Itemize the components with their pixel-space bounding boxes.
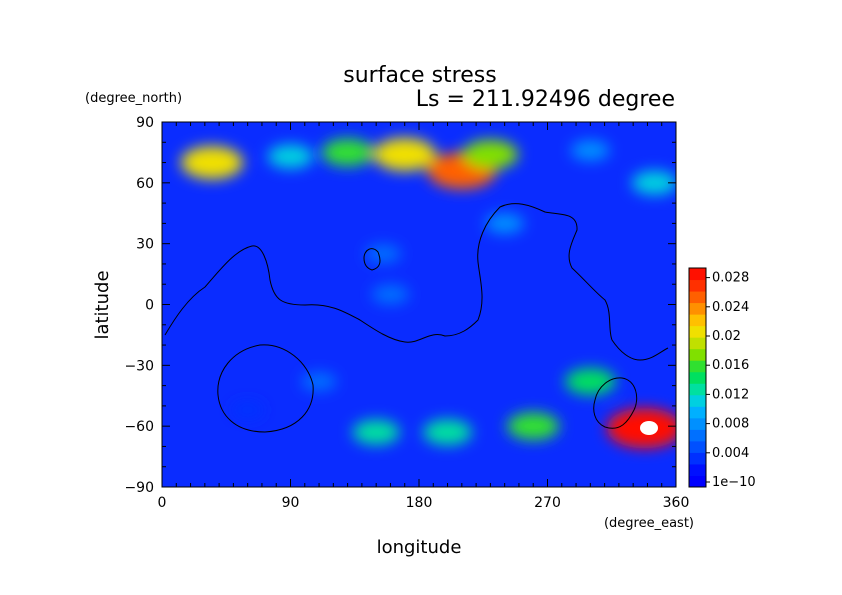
x-tick-label: 180	[406, 495, 433, 511]
x-unit-label: (degree_east)	[604, 516, 694, 531]
heatmap-peak-core	[640, 421, 658, 435]
colorbar-tick-label: 0.016	[712, 358, 749, 373]
heatmap-hotspot-5	[462, 139, 519, 170]
coastline-southwest-basin	[217, 344, 314, 433]
colorbar-band	[689, 314, 706, 327]
y-tick-label: 60	[136, 176, 154, 192]
colorbar-tick-label: 0.024	[712, 300, 749, 315]
y-tick-label: −60	[124, 419, 154, 435]
colorbar-band	[689, 325, 706, 338]
colorbar-tick-label: 0.004	[712, 446, 749, 461]
colorbar-band	[689, 302, 706, 315]
y-unit-label: (degree_north)	[85, 91, 182, 106]
colorbar-band	[689, 417, 706, 430]
colorbar-band	[689, 440, 706, 453]
colorbar: 1e−10 0.004 0.008 0.012 0.016 0.02 0.024 0.028	[688, 267, 756, 490]
x-tick-label: 270	[534, 495, 561, 511]
y-axis-label: latitude	[92, 270, 113, 339]
heatmap-hotspot-2	[321, 138, 374, 167]
colorbar-band	[689, 383, 706, 396]
coastline-small-island	[363, 248, 381, 271]
heatmap-hotspot-11	[565, 368, 616, 395]
y-tick-label: −90	[124, 480, 154, 496]
chart-subtitle: Ls = 211.92496 degree	[416, 87, 675, 112]
x-axis-label: longitude	[377, 537, 462, 558]
y-tick-labels: 90 60 30 0 −30 −60 −90	[124, 115, 154, 496]
chart-title: surface stress	[343, 63, 496, 88]
heatmap-hotspots	[180, 137, 676, 449]
y-tick-label: 30	[136, 237, 154, 253]
heatmap-hotspot-10	[365, 244, 402, 264]
coastline-southeast-basin	[593, 377, 638, 429]
y-tick-label: 0	[145, 298, 154, 314]
coastline-western-continent	[164, 203, 669, 361]
x-tick-label: 360	[663, 495, 690, 511]
heatmap-hotspot-6	[570, 140, 610, 161]
colorbar-band	[689, 268, 706, 281]
colorbar-band	[689, 371, 706, 384]
colorbar-band	[689, 406, 706, 419]
colorbar-band	[689, 475, 706, 488]
heatmap-hotspot-14	[352, 419, 400, 445]
colorbar-band	[689, 463, 706, 476]
x-tick-label: 0	[158, 495, 167, 511]
coastline-contours	[164, 203, 669, 433]
colorbar-band	[689, 360, 706, 373]
heatmap-background	[162, 122, 676, 487]
heatmap-hotspot-12	[507, 412, 560, 441]
colorbar-band	[689, 279, 706, 292]
heatmap-hotspot-1	[267, 144, 314, 169]
colorbar-tick-label: 0.02	[712, 329, 741, 344]
colorbar-band	[689, 452, 706, 465]
heatmap-hotspot-15	[301, 372, 337, 392]
y-tick-label: 90	[136, 115, 154, 131]
colorbar-tick-label: 0.008	[712, 417, 749, 432]
x-tick-labels: 0 90 180 270 360	[158, 495, 690, 511]
heatmap-hotspot-9	[371, 284, 410, 305]
colorbar-tick-label: 1e−10	[712, 475, 756, 490]
heatmap-hotspot-17	[231, 401, 264, 419]
heatmap-hotspot-13	[423, 419, 473, 446]
colorbar-bands	[689, 268, 706, 488]
colorbar-band	[689, 429, 706, 442]
heatmap-hotspot-7	[631, 170, 676, 195]
y-tick-label: −30	[124, 358, 154, 374]
colorbar-band	[689, 348, 706, 361]
heatmap-hotspot-0	[180, 146, 244, 180]
colorbar-band	[689, 337, 706, 350]
colorbar-tick-label: 0.012	[712, 387, 749, 402]
heatmap-field	[162, 122, 676, 487]
colorbar-labels: 1e−10 0.004 0.008 0.012 0.016 0.02 0.024 0.028	[706, 271, 756, 490]
colorbar-tick-label: 0.028	[712, 271, 749, 286]
heatmap-hotspot-8	[485, 213, 525, 234]
heatmap-hotspot-3	[373, 137, 436, 171]
colorbar-band	[689, 394, 706, 407]
colorbar-band	[689, 291, 706, 304]
x-tick-label: 90	[282, 495, 300, 511]
colorbar-frame	[688, 267, 707, 488]
axis-ticks	[161, 121, 677, 488]
